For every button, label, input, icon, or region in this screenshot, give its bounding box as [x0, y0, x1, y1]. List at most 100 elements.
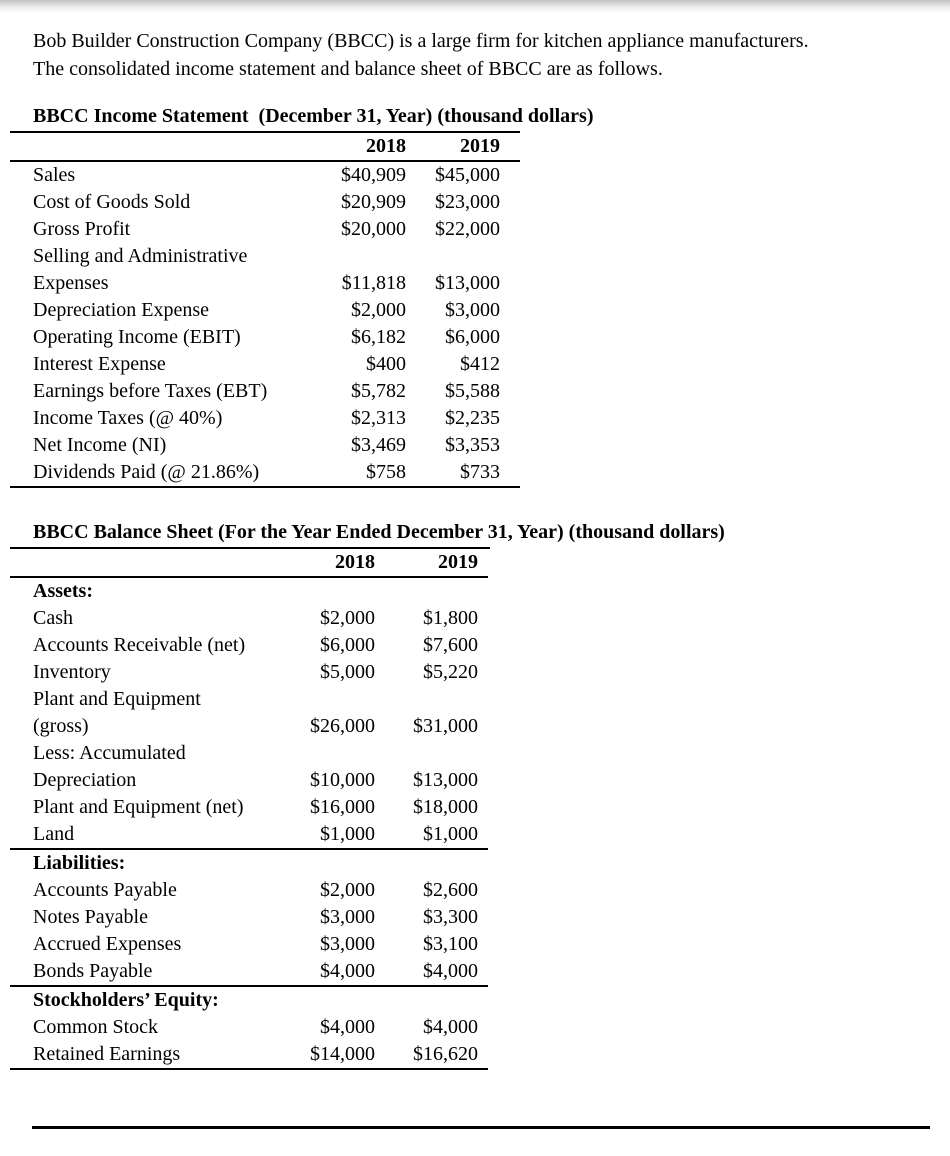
cell-2018: $3,469: [351, 434, 406, 456]
cell-2019: $23,000: [435, 191, 500, 213]
cell-2019: $3,000: [445, 299, 500, 321]
year-2018-header: 2018: [366, 135, 406, 157]
intro-paragraph: Bob Builder Construction Company (BBCC) …: [33, 30, 809, 80]
table-row: Operating Income (EBIT) $6,182 $6,000: [10, 324, 520, 351]
income-statement-table: 2018 2019 Sales $40,909 $45,000 Cost of Goo…: [10, 133, 520, 488]
cell-2018: $2,000: [320, 879, 375, 901]
row-label: Inventory: [33, 661, 111, 683]
cell-2018: $1,000: [320, 823, 375, 845]
cell-2018: $3,000: [320, 906, 375, 928]
cell-2019: $22,000: [435, 218, 500, 240]
cell-2018: $5,782: [351, 380, 406, 402]
cell-2018: $20,000: [341, 218, 406, 240]
row-label: Accrued Expenses: [33, 933, 182, 955]
table-row: Gross Profit $20,000 $22,000: [10, 216, 520, 243]
empty-header-cell: [10, 133, 280, 161]
cell-2019: $5,588: [445, 380, 500, 402]
row-label: Interest Expense: [33, 353, 166, 375]
row-label: Depreciation Expense: [33, 299, 210, 321]
cell-2019: $6,000: [445, 326, 500, 348]
table-row: Accounts Payable $2,000 $2,600: [10, 877, 488, 904]
table-row: Bonds Payable $4,000 $4,000: [10, 958, 488, 986]
section-heading: Assets:: [33, 580, 93, 602]
row-label: Selling and Administrative Expenses: [33, 245, 248, 294]
cell-2019: $7,600: [423, 634, 478, 656]
section-heading: Stockholders’ Equity:: [33, 989, 219, 1011]
cell-2019: $5,220: [423, 661, 478, 683]
row-label: Bonds Payable: [33, 960, 153, 982]
page-top-shadow: [0, 0, 950, 13]
cell-2018: $10,000: [310, 769, 375, 791]
cell-2019: $1,800: [423, 607, 478, 629]
cell-2018: $6,182: [351, 326, 406, 348]
cell-2018: $11,818: [341, 272, 406, 294]
cell-2018: $3,000: [320, 933, 375, 955]
section-heading-row: Assets:: [10, 577, 488, 605]
row-label: Income Taxes (@ 40%): [33, 407, 223, 429]
cell-2019: $3,300: [423, 906, 478, 928]
row-label: Accounts Payable: [33, 879, 177, 901]
row-label: Notes Payable: [33, 906, 148, 928]
row-label: Cost of Goods Sold: [33, 191, 191, 213]
cell-2018: $2,313: [351, 407, 406, 429]
cell-2019: $3,353: [445, 434, 500, 456]
row-label: Cash: [33, 607, 73, 629]
cell-2018: $26,000: [310, 715, 375, 737]
table-row: Less: Accumulated Depreciation $10,000 $13…: [10, 740, 488, 794]
cell-2018: $6,000: [320, 634, 375, 656]
section-heading-row: Stockholders’ Equity:: [10, 986, 488, 1014]
row-label: Net Income (NI): [33, 434, 167, 456]
table-row: Earnings before Taxes (EBT) $5,782 $5,588: [10, 378, 520, 405]
balance-sheet-section: BBCC Balance Sheet (For the Year Ended D…: [10, 519, 950, 1070]
row-label: Land: [33, 823, 75, 845]
row-label: Common Stock: [33, 1016, 159, 1038]
row-label: Operating Income (EBIT): [33, 326, 241, 348]
table-row: Selling and Administrative Expenses $11,8…: [10, 243, 520, 297]
cell-2018: $758: [366, 461, 406, 483]
cell-2019: $18,000: [413, 796, 478, 818]
cell-2018: $2,000: [351, 299, 406, 321]
cell-2018: $2,000: [320, 607, 375, 629]
table-row: Land $1,000 $1,000: [10, 821, 488, 849]
table-row: Accounts Receivable (net) $6,000 $7,600: [10, 632, 488, 659]
section-heading-row: Liabilities:: [10, 849, 488, 877]
empty-header-cell: [10, 549, 250, 577]
row-label: Accounts Receivable (net): [33, 634, 246, 656]
year-2019-header: 2019: [460, 135, 500, 157]
cell-2019: $1,000: [423, 823, 478, 845]
year-header-row: 2018 2019: [10, 133, 520, 161]
table-row: Dividends Paid (@ 21.86%) $758 $733: [10, 459, 520, 487]
cell-2018: $400: [366, 353, 406, 375]
table-row: Net Income (NI) $3,469 $3,353: [10, 432, 520, 459]
table-row: Income Taxes (@ 40%) $2,313 $2,235: [10, 405, 520, 432]
row-label: Plant and Equipment (net): [33, 796, 244, 818]
table-row: Depreciation Expense $2,000 $3,000: [10, 297, 520, 324]
cell-2019: $13,000: [435, 272, 500, 294]
cell-2019: $2,600: [423, 879, 478, 901]
row-label: Dividends Paid (@ 21.86%): [33, 461, 260, 483]
year-2019-header: 2019: [438, 551, 478, 573]
cell-2019: $4,000: [423, 960, 478, 982]
cell-2019: $45,000: [435, 164, 500, 186]
row-label: Gross Profit: [33, 218, 131, 240]
row-label: Plant and Equipment (gross): [33, 688, 201, 737]
cell-2018: $4,000: [320, 1016, 375, 1038]
income-statement-title: BBCC Income Statement (December 31, Year…: [10, 103, 594, 133]
table-row: Accrued Expenses $3,000 $3,100: [10, 931, 488, 958]
table-row: Cash $2,000 $1,800: [10, 605, 488, 632]
cell-2019: $16,620: [413, 1043, 478, 1065]
row-label: Earnings before Taxes (EBT): [33, 380, 268, 402]
footer-divider: [32, 1126, 930, 1129]
table-row: Sales $40,909 $45,000: [10, 161, 520, 189]
table-row: Cost of Goods Sold $20,909 $23,000: [10, 189, 520, 216]
cell-2019: $31,000: [413, 715, 478, 737]
year-header-row: 2018 2019: [10, 549, 488, 577]
table-row: Common Stock $4,000 $4,000: [10, 1014, 488, 1041]
table-row: Notes Payable $3,000 $3,300: [10, 904, 488, 931]
cell-2018: $5,000: [320, 661, 375, 683]
table-row: Inventory $5,000 $5,220: [10, 659, 488, 686]
row-label: Retained Earnings: [33, 1043, 181, 1065]
income-statement-section: BBCC Income Statement (December 31, Year…: [10, 103, 950, 488]
year-2018-header: 2018: [335, 551, 375, 573]
